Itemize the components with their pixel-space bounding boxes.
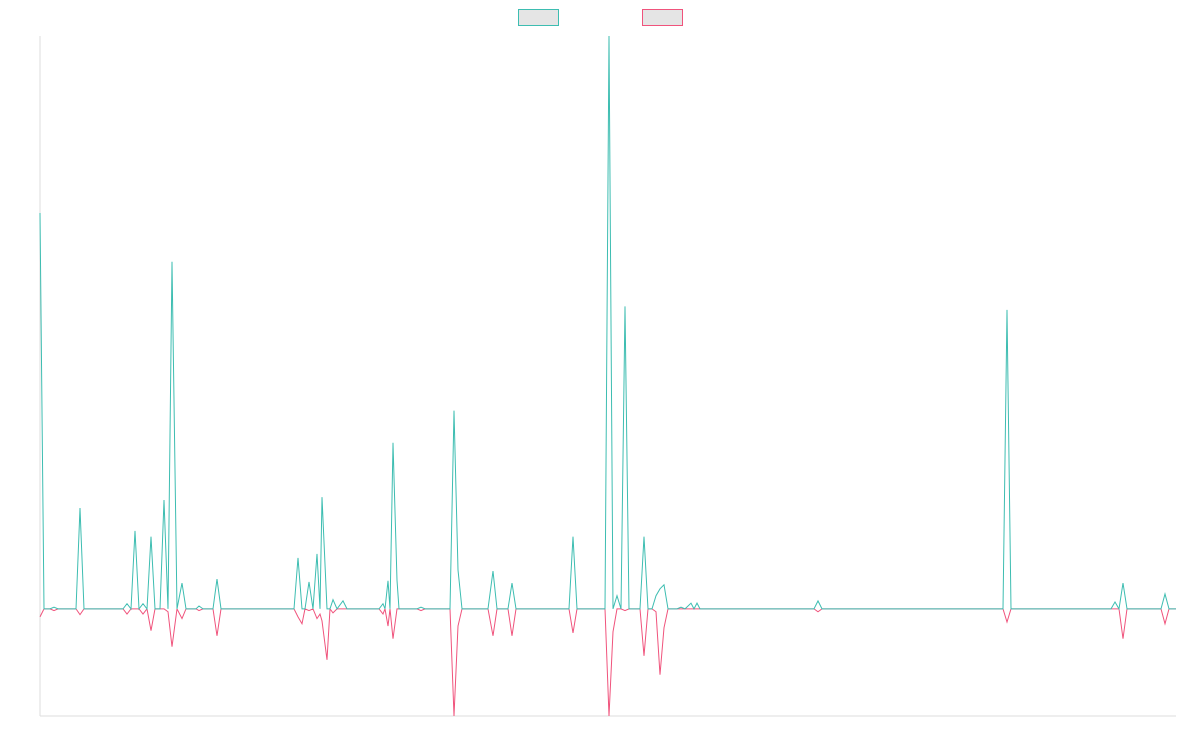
legend-swatch <box>642 9 683 26</box>
series-line <box>39 607 1176 717</box>
legend-swatch <box>518 9 559 26</box>
series-line <box>39 35 1176 611</box>
